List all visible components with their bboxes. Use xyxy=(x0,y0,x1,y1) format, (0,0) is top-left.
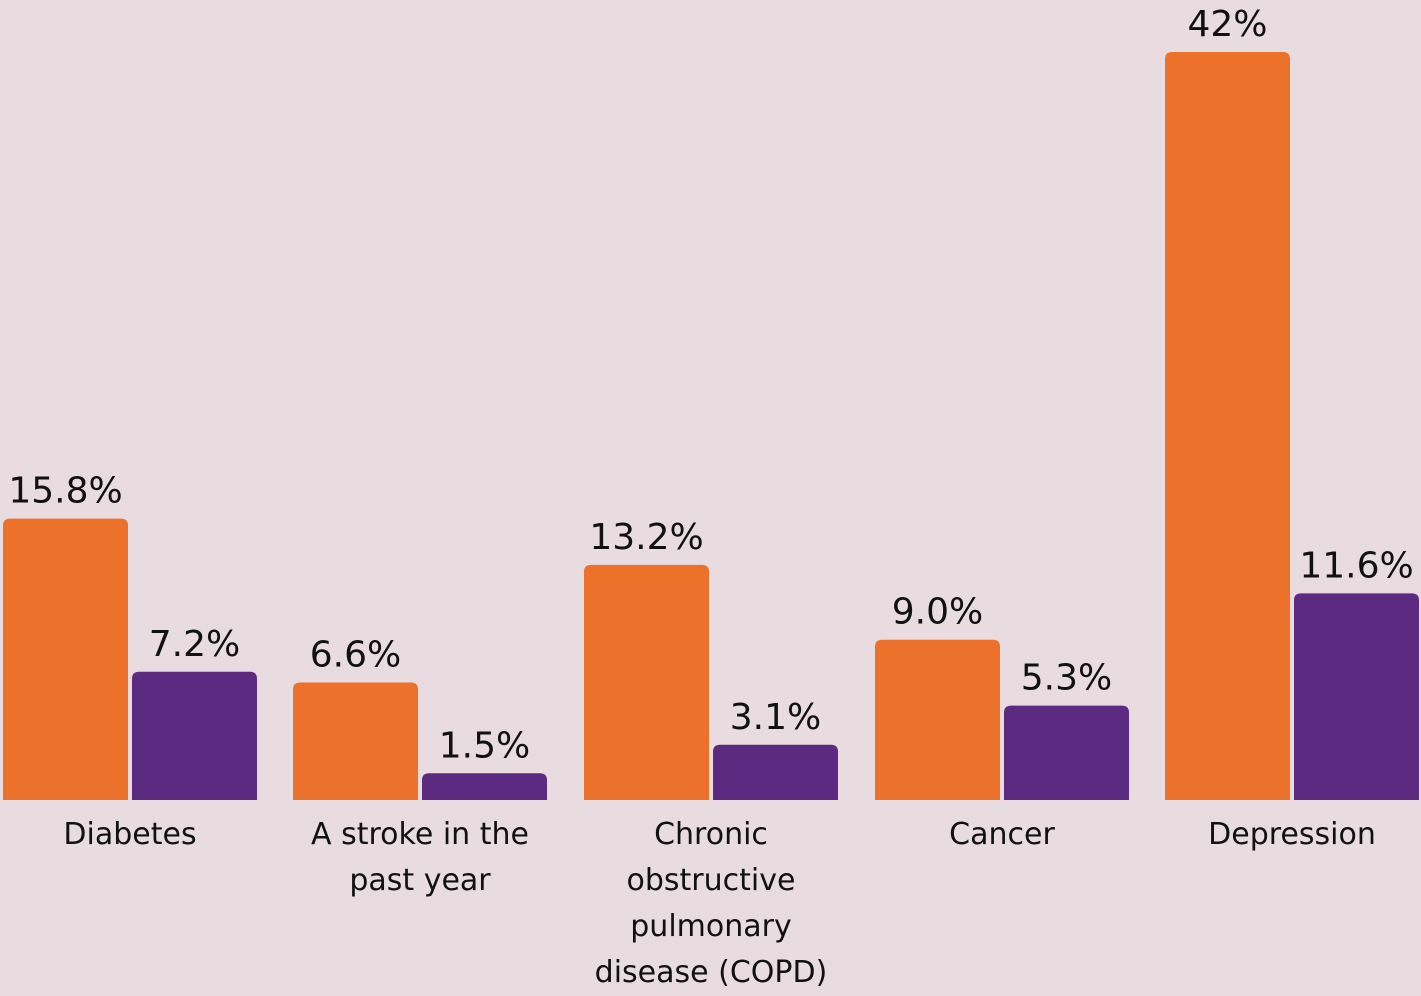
bar-series2-2 xyxy=(422,773,547,800)
value-label-series1-4: 9.0% xyxy=(892,592,983,633)
value-label-series2-2: 1.5% xyxy=(439,725,530,766)
category-label-3: Chronic obstructive pulmonary disease (C… xyxy=(594,817,828,990)
bar-series1-1 xyxy=(3,518,128,800)
category-label-5: Depression xyxy=(1208,817,1376,852)
bar-series2-3 xyxy=(713,744,838,800)
value-label-series2-1: 7.2% xyxy=(149,624,240,665)
bars-layer xyxy=(3,52,1419,800)
category-label-1: Diabetes xyxy=(63,817,197,852)
bar-series1-3 xyxy=(584,564,709,800)
bar-series2-1 xyxy=(132,671,257,800)
bar-series1-5 xyxy=(1165,52,1290,800)
bar-series1-2 xyxy=(293,682,418,800)
value-label-series2-5: 11.6% xyxy=(1299,545,1413,586)
category-label-4: Cancer xyxy=(949,817,1055,852)
bar-series2-5 xyxy=(1294,593,1419,800)
value-label-series1-5: 42% xyxy=(1187,4,1267,45)
value-labels-layer: 15.8% 7.2% 6.6% 1.5% 13.2% 3.1% 9.0% 5.3% 42% 11.… xyxy=(8,4,1413,766)
value-label-series2-3: 3.1% xyxy=(730,697,821,738)
bar-series2-4 xyxy=(1004,705,1129,800)
value-label-series1-1: 15.8% xyxy=(8,471,122,512)
value-label-series1-2: 6.6% xyxy=(310,634,401,675)
value-label-series2-4: 5.3% xyxy=(1021,658,1112,699)
bar-series1-4 xyxy=(875,639,1000,800)
category-label-2: A stroke in the past year xyxy=(311,817,529,898)
value-label-series1-3: 13.2% xyxy=(589,517,703,558)
